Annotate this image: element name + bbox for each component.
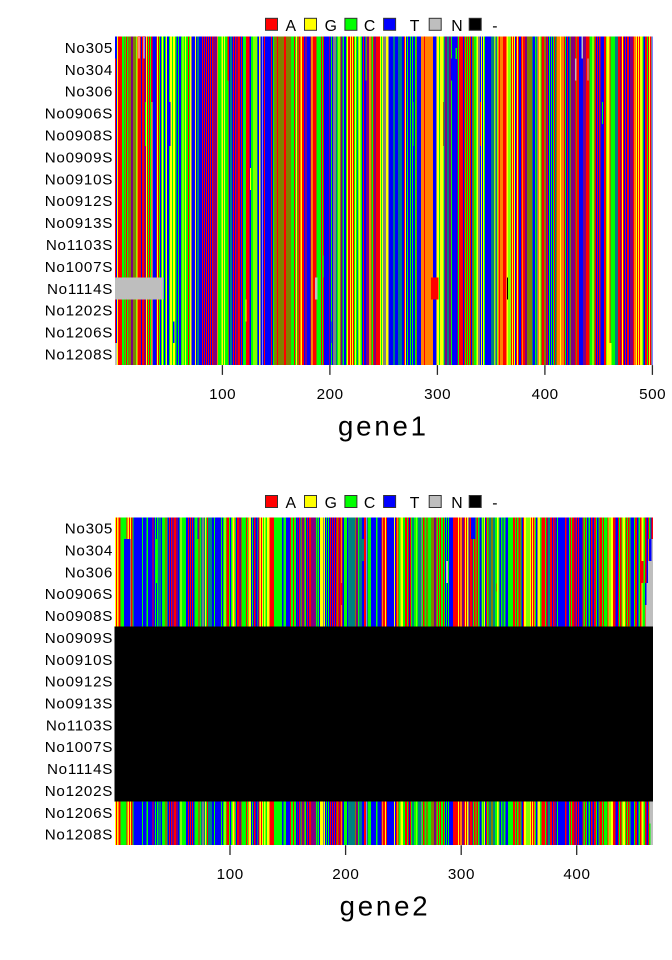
svg-text:300: 300	[448, 866, 475, 883]
svg-text:N: N	[451, 495, 462, 512]
svg-text:G: G	[325, 18, 337, 35]
svg-text:No304: No304	[65, 62, 113, 79]
svg-text:G: G	[325, 495, 337, 512]
svg-text:No1206S: No1206S	[45, 805, 113, 822]
svg-text:No306: No306	[65, 84, 113, 101]
svg-text:No1202S: No1202S	[45, 303, 113, 320]
svg-text:No0910S: No0910S	[45, 171, 113, 188]
svg-text:200: 200	[317, 386, 344, 403]
svg-text:N: N	[451, 18, 462, 35]
svg-text:200: 200	[332, 866, 359, 883]
svg-text:C: C	[364, 495, 375, 512]
svg-text:No1208S: No1208S	[45, 347, 113, 364]
svg-text:400: 400	[563, 866, 590, 883]
svg-text:No1202S: No1202S	[45, 783, 113, 800]
svg-text:No1114S: No1114S	[47, 281, 113, 298]
svg-text:No1103S: No1103S	[46, 717, 113, 734]
svg-text:-: -	[492, 495, 497, 512]
svg-text:No1114S: No1114S	[47, 761, 113, 778]
svg-text:100: 100	[217, 866, 244, 883]
svg-text:gene2: gene2	[340, 891, 431, 922]
svg-text:C: C	[364, 18, 375, 35]
svg-text:400: 400	[532, 386, 559, 403]
svg-text:No305: No305	[65, 521, 113, 538]
svg-text:No306: No306	[65, 564, 113, 581]
svg-text:No0908S: No0908S	[45, 608, 113, 625]
svg-text:A: A	[286, 18, 297, 35]
svg-text:No0909S: No0909S	[45, 149, 113, 166]
svg-text:No1208S: No1208S	[45, 827, 113, 844]
svg-text:300: 300	[424, 386, 451, 403]
svg-text:T: T	[410, 18, 420, 35]
svg-text:No1103S: No1103S	[46, 237, 113, 254]
svg-text:500: 500	[639, 386, 666, 403]
svg-text:No305: No305	[65, 40, 113, 57]
svg-text:No304: No304	[65, 542, 113, 559]
svg-text:-: -	[492, 18, 497, 35]
svg-text:No1007S: No1007S	[45, 739, 113, 756]
svg-text:No0912S: No0912S	[45, 674, 113, 691]
svg-text:T: T	[410, 495, 420, 512]
svg-text:100: 100	[209, 386, 236, 403]
svg-text:No0908S: No0908S	[45, 127, 113, 144]
svg-text:No0913S: No0913S	[45, 696, 113, 713]
svg-text:No0909S: No0909S	[45, 630, 113, 647]
svg-text:A: A	[286, 495, 297, 512]
svg-text:No1206S: No1206S	[45, 325, 113, 342]
svg-text:No0906S: No0906S	[45, 586, 113, 603]
svg-text:No1007S: No1007S	[45, 259, 113, 276]
svg-text:No0912S: No0912S	[45, 193, 113, 210]
svg-text:No0906S: No0906S	[45, 106, 113, 123]
svg-text:No0910S: No0910S	[45, 652, 113, 669]
svg-text:gene1: gene1	[338, 410, 429, 441]
svg-text:No0913S: No0913S	[45, 215, 113, 232]
